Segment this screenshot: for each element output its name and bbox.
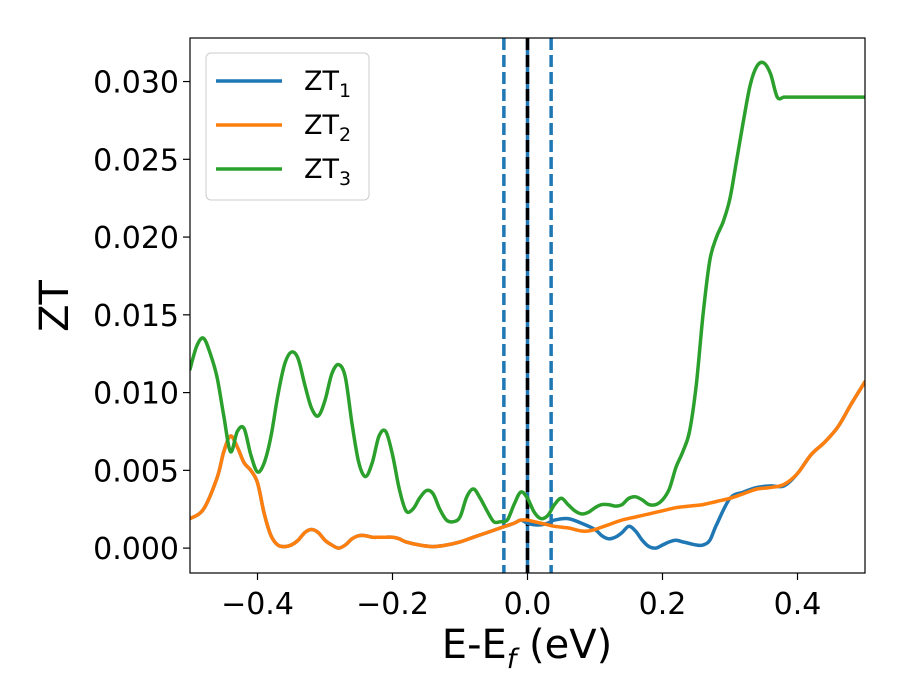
x-tick-label: −0.4 <box>221 587 294 622</box>
legend-label-zt2: ZT2 <box>304 110 351 146</box>
y-axis: 0.000 0.005 0.010 0.015 0.020 0.025 0.030 <box>93 66 190 567</box>
series-line-zt2 <box>190 379 865 550</box>
legend-label-zt3: ZT3 <box>304 154 351 190</box>
legend: ZT1 ZT2 ZT3 <box>205 52 370 201</box>
legend-label-zt1: ZT1 <box>304 66 351 102</box>
y-tick-label: 0.030 <box>93 66 179 101</box>
x-tick-label: 0.4 <box>774 587 822 622</box>
y-tick-label: 0.025 <box>93 143 179 178</box>
y-tick-label: 0.010 <box>93 377 179 412</box>
series-line-zt3 <box>190 60 865 525</box>
y-tick-label: 0.020 <box>93 221 179 256</box>
reference-lines <box>502 38 553 573</box>
x-tick-label: 0.2 <box>639 587 687 622</box>
y-tick-label: 0.005 <box>93 454 179 489</box>
y-axis-label: ZT <box>32 280 78 332</box>
series-layer <box>190 60 865 550</box>
x-tick-label: −0.2 <box>356 587 429 622</box>
x-axis: −0.4 −0.2 0.0 0.2 0.4 <box>221 573 821 622</box>
x-axis-label: E-Ef (eV) <box>442 622 612 675</box>
y-tick-label: 0.015 <box>93 299 179 334</box>
x-tick-label: 0.0 <box>504 587 552 622</box>
y-tick-label: 0.000 <box>93 532 179 567</box>
legend-box <box>205 52 370 201</box>
